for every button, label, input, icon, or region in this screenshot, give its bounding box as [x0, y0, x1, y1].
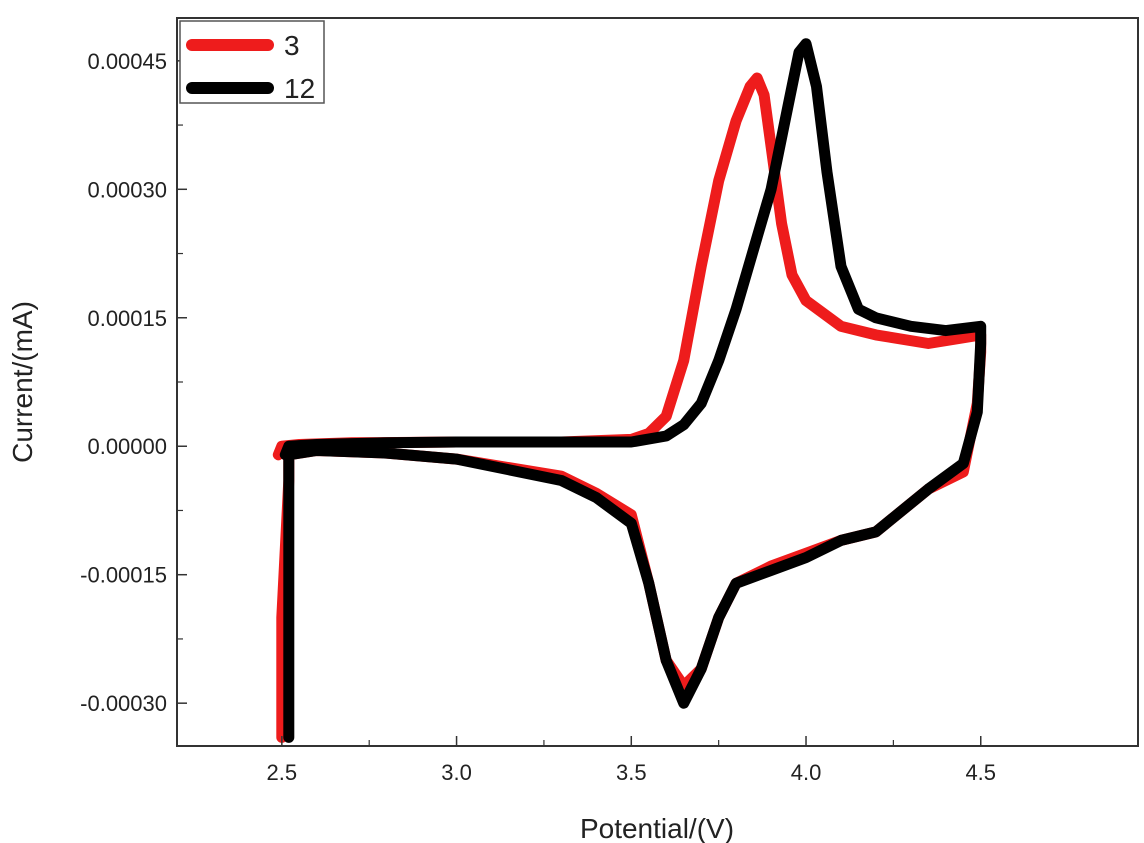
series-layer — [272, 38, 987, 743]
legend-label-12: 12 — [284, 73, 315, 104]
series-line-12 — [279, 38, 987, 743]
y-tick-label: 0.00015 — [87, 306, 167, 331]
y-tick-label: 0.00045 — [87, 49, 167, 74]
ticks-layer: 2.5 3.0 3.5 4.0 4.5 0.00045 0.00030 0.00015 0.00… — [80, 49, 996, 785]
legend: 3 12 — [179, 20, 325, 104]
x-tick-label: 2.5 — [267, 760, 298, 785]
x-tick-label: 4.0 — [791, 760, 822, 785]
x-tick-label: 4.5 — [965, 760, 996, 785]
y-axis-title: Current/(mA) — [7, 301, 38, 463]
y-tick-label: 0.00000 — [87, 434, 167, 459]
y-tick-label: -0.00015 — [80, 563, 167, 588]
x-tick-label: 3.5 — [616, 760, 647, 785]
y-tick-label: -0.00030 — [80, 691, 167, 716]
x-tick-label: 3.0 — [441, 760, 472, 785]
y-tick-label: 0.00030 — [87, 177, 167, 202]
x-axis-title: Potential/(V) — [580, 813, 734, 843]
legend-label-3: 3 — [284, 30, 300, 61]
